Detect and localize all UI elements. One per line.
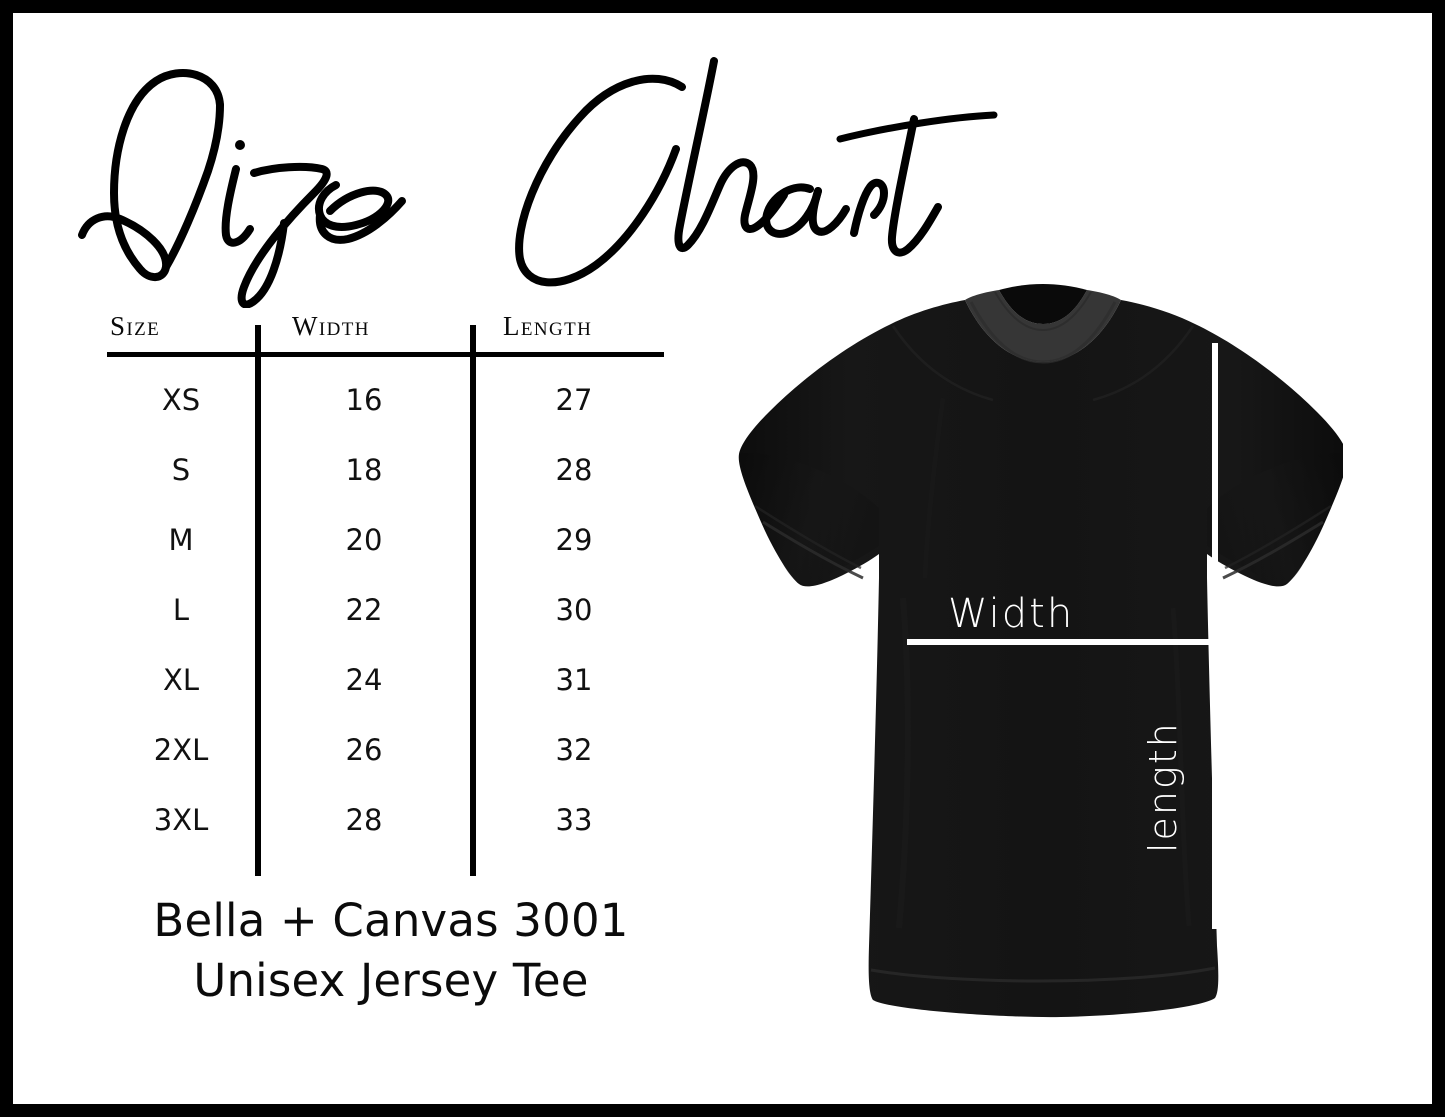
cell-length: 33 (555, 803, 593, 837)
table-header-row: Size Width Length (94, 311, 664, 353)
caption-line-2: Unisex Jersey Tee (193, 954, 589, 1007)
caption-line-1: Bella + Canvas 3001 (153, 894, 629, 947)
cell-length: 28 (555, 453, 593, 487)
table-row: 2XL 26 32 (94, 715, 664, 785)
chart-canvas: Size Width Length XS 16 27 S 18 28 (13, 13, 1432, 1104)
cell-length: 31 (555, 663, 593, 697)
tshirt-image (703, 278, 1343, 1023)
cell-size: XL (162, 663, 200, 697)
width-measure-line (907, 639, 1286, 645)
size-table: Size Width Length XS 16 27 S 18 28 (94, 311, 664, 881)
table-row: XL 24 31 (94, 645, 664, 715)
cell-width: 18 (345, 453, 383, 487)
tshirt-silhouette (738, 284, 1343, 1018)
cell-size: M (168, 523, 194, 557)
cell-length: 30 (555, 593, 593, 627)
table-row: S 18 28 (94, 435, 664, 505)
cell-size: 2XL (153, 733, 209, 767)
cell-width: 20 (345, 523, 383, 557)
cell-size: 3XL (153, 803, 209, 837)
cell-size: S (171, 453, 191, 487)
cell-length: 27 (555, 383, 593, 417)
product-caption: Bella + Canvas 3001 Unisex Jersey Tee (71, 891, 711, 1011)
length-measure-label: length (1141, 721, 1185, 853)
header-divider-line (107, 352, 664, 357)
table-row: XS 16 27 (94, 365, 664, 435)
cell-width: 16 (345, 383, 383, 417)
cell-length: 29 (555, 523, 593, 557)
cell-width: 22 (345, 593, 383, 627)
cell-size: XS (161, 383, 201, 417)
column-header-width: Width (292, 311, 370, 341)
table-row: L 22 30 (94, 575, 664, 645)
table-row: 3XL 28 33 (94, 785, 664, 855)
column-header-length: Length (503, 311, 593, 341)
cell-width: 28 (345, 803, 383, 837)
column-divider-1 (255, 325, 261, 876)
column-divider-2 (470, 325, 476, 876)
table-row: M 20 29 (94, 505, 664, 575)
page-title (68, 43, 998, 308)
cell-size: L (172, 593, 190, 627)
length-measure-line (1212, 343, 1218, 929)
cell-width: 26 (345, 733, 383, 767)
cell-length: 32 (555, 733, 593, 767)
width-measure-label: Width (948, 591, 1075, 637)
cell-width: 24 (345, 663, 383, 697)
table-body: XS 16 27 S 18 28 M 20 29 L 22 30 (94, 365, 664, 855)
column-header-size: Size (110, 311, 161, 341)
